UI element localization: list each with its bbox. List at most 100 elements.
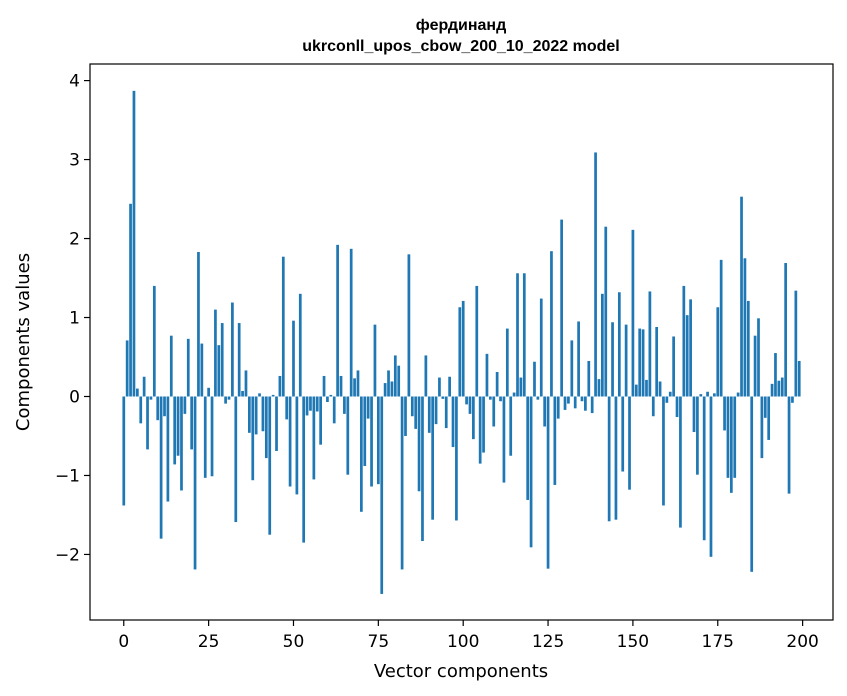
bar — [251, 396, 255, 481]
bar — [604, 226, 608, 397]
chart-subtitle: ukrconll_upos_cbow_200_10_2022 model — [302, 38, 619, 55]
bar — [363, 396, 367, 466]
bar — [601, 293, 604, 397]
bar — [468, 396, 472, 414]
bar — [570, 340, 574, 397]
bar — [349, 248, 353, 397]
chart-title: фердинанд — [416, 17, 506, 34]
y-tick-label: 3 — [69, 151, 80, 171]
x-tick-label: 175 — [702, 632, 734, 652]
y-axis-label: Components values — [13, 253, 34, 431]
bar — [186, 338, 190, 397]
bar — [393, 355, 397, 397]
bar — [139, 396, 143, 424]
bar — [275, 396, 278, 451]
y-tick-label: −1 — [55, 466, 80, 486]
bar — [533, 361, 536, 397]
bar — [343, 396, 346, 414]
bar — [475, 285, 479, 397]
bar — [387, 370, 390, 397]
bar — [332, 396, 336, 424]
bar — [427, 396, 431, 433]
bar — [281, 256, 285, 397]
bar — [407, 254, 411, 397]
bar — [699, 394, 703, 397]
bar — [753, 335, 757, 397]
bar — [214, 309, 217, 397]
bar — [641, 329, 645, 397]
bar — [193, 396, 197, 570]
x-axis-label: Vector components — [374, 661, 548, 682]
x-tick-label: 100 — [447, 632, 479, 652]
bar — [763, 396, 767, 418]
bar — [329, 394, 333, 397]
bar — [634, 384, 638, 397]
bar — [696, 396, 699, 475]
bar — [268, 396, 272, 535]
bar — [550, 251, 553, 397]
bar — [682, 285, 686, 397]
bar — [241, 390, 244, 397]
bar — [231, 302, 234, 397]
bar — [458, 307, 462, 397]
x-tick-label: 0 — [118, 632, 129, 652]
bar — [685, 315, 689, 397]
bar — [129, 203, 132, 397]
bar — [573, 396, 577, 409]
bar — [346, 396, 350, 475]
bar — [794, 290, 798, 397]
bar — [567, 396, 570, 404]
x-tick-label: 200 — [786, 632, 818, 652]
bar — [217, 345, 221, 397]
bar — [740, 196, 743, 397]
bar — [227, 396, 231, 400]
bar — [125, 340, 129, 397]
bar — [190, 396, 194, 450]
bar — [539, 298, 543, 397]
bar — [149, 396, 153, 400]
bar — [163, 396, 166, 417]
bar — [556, 396, 560, 419]
bar — [784, 263, 788, 397]
bar — [390, 381, 394, 397]
bar — [553, 396, 557, 485]
bar — [237, 323, 241, 397]
bar — [787, 396, 791, 494]
bar — [658, 381, 662, 397]
bar — [248, 396, 251, 433]
bar — [719, 259, 723, 397]
bar — [767, 396, 771, 440]
bar — [726, 396, 730, 478]
bar — [376, 396, 380, 485]
bar — [716, 307, 720, 397]
bar — [713, 393, 716, 397]
bar — [305, 396, 309, 416]
bar — [438, 377, 441, 397]
bar — [421, 396, 424, 542]
bar — [607, 396, 611, 522]
x-tick-label: 125 — [532, 632, 564, 652]
bar — [451, 396, 455, 448]
bar — [546, 396, 550, 569]
bar — [336, 244, 339, 397]
bar — [492, 396, 496, 427]
bar — [651, 396, 655, 417]
bar — [271, 394, 275, 397]
bar — [580, 396, 584, 402]
bar — [509, 396, 513, 456]
bar — [628, 396, 631, 490]
bar — [614, 396, 618, 520]
bar — [706, 391, 709, 397]
bar — [414, 396, 418, 429]
y-tick-label: 2 — [69, 230, 80, 250]
bar — [410, 396, 414, 417]
bar — [373, 324, 377, 397]
bar — [519, 377, 523, 397]
bar — [563, 396, 567, 410]
bar — [645, 379, 648, 397]
bar — [264, 396, 268, 459]
bar — [326, 396, 329, 403]
bar — [662, 396, 665, 506]
bar — [482, 396, 485, 453]
